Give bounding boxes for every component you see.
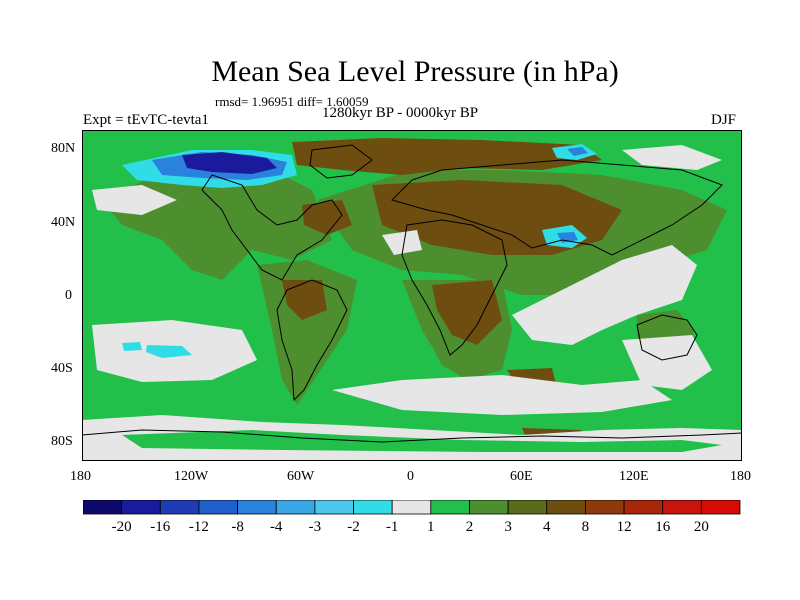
anomaly-arctic-siberia-core bbox=[567, 147, 588, 156]
green-south-atlantic bbox=[377, 345, 442, 380]
colorbar-label: 20 bbox=[693, 519, 709, 535]
period-label: 1280kyr BP - 0000kyr BP bbox=[322, 105, 479, 121]
colorbar-box-16 bbox=[700, 500, 741, 515]
grey-southern-indian bbox=[332, 375, 672, 415]
dark-green-south-america bbox=[257, 260, 357, 405]
map-frame bbox=[82, 130, 742, 461]
x-tick-60e: 60E bbox=[510, 469, 533, 484]
colorbar-label: 1 bbox=[427, 519, 435, 535]
brown-north-atlantic bbox=[302, 200, 352, 235]
y-tick-0: 0 bbox=[65, 288, 72, 303]
season-label: DJF bbox=[711, 112, 737, 128]
coastlines bbox=[82, 144, 742, 443]
colorbar-label: 3 bbox=[504, 519, 512, 535]
y-tick-80n: 80N bbox=[51, 141, 76, 156]
colorbar-box-7 bbox=[353, 500, 393, 515]
colorbar-box-6 bbox=[314, 500, 354, 515]
brown-africa bbox=[432, 280, 502, 345]
colorbar-box-2 bbox=[159, 500, 200, 515]
colorbar-box-0 bbox=[83, 500, 123, 515]
colorbar-label: 2 bbox=[465, 519, 474, 535]
colorbar-label: -12 bbox=[188, 519, 209, 535]
grey-indian-pacific bbox=[512, 245, 697, 345]
colorbar-label: 12 bbox=[616, 519, 632, 535]
colorbar-label: 8 bbox=[581, 519, 590, 535]
colorbar-box-10 bbox=[469, 500, 509, 515]
x-tick-120e: 120E bbox=[619, 469, 649, 484]
colorbar-label: 16 bbox=[655, 519, 671, 535]
colorbar-label: 4 bbox=[543, 519, 551, 535]
anomaly-greenland-core bbox=[182, 152, 277, 174]
rmsd-diff-label: rmsd= 1.96951 diff= 1.60059 bbox=[215, 94, 369, 109]
colorbar-box-9 bbox=[430, 500, 470, 515]
coast-antarctica bbox=[82, 429, 742, 443]
colorbar-box-4 bbox=[237, 500, 277, 515]
x-tick-0: 0 bbox=[407, 469, 414, 484]
pressure-map bbox=[82, 130, 742, 461]
grey-north-europe bbox=[622, 145, 722, 170]
coast-greenland bbox=[309, 144, 373, 179]
grey-west-pacific-south bbox=[622, 335, 712, 390]
colorbar-box-14 bbox=[623, 500, 664, 515]
x-tick-180e: 180 bbox=[730, 469, 751, 484]
colorbar-label: -20 bbox=[111, 519, 132, 535]
x-tick-180w: 180 bbox=[70, 469, 91, 484]
anomaly-south-pacific-a bbox=[122, 342, 142, 351]
colorbar-box-12 bbox=[546, 500, 586, 515]
y-tick-80s: 80S bbox=[51, 434, 73, 449]
y-tick-40s: 40S bbox=[51, 361, 73, 376]
colorbar-label: -2 bbox=[347, 519, 360, 535]
colorbar-box-1 bbox=[121, 500, 161, 515]
colorbar-box-3 bbox=[198, 500, 238, 515]
coast-europe-asia bbox=[391, 159, 723, 256]
colorbar-box-8 bbox=[391, 500, 432, 515]
colorbar-label: -16 bbox=[150, 519, 171, 535]
experiment-label: Expt = tEvTC-tevta1 bbox=[83, 112, 209, 128]
brown-south-america bbox=[282, 280, 327, 320]
x-tick-120w: 120W bbox=[174, 469, 209, 484]
brown-arctic-band bbox=[292, 138, 602, 175]
colorbar-label: -4 bbox=[269, 519, 283, 535]
colorbar-box-13 bbox=[585, 500, 625, 515]
x-tick-60w: 60W bbox=[287, 469, 315, 484]
y-tick-40n: 40N bbox=[51, 215, 76, 230]
colorbar-box-15 bbox=[662, 500, 702, 515]
coast-australia bbox=[636, 314, 698, 361]
colorbar-box-5 bbox=[275, 500, 316, 515]
grey-atlantic-mid bbox=[382, 230, 422, 255]
coast-africa bbox=[401, 219, 508, 356]
grey-north-pacific bbox=[92, 185, 177, 215]
coast-south-america bbox=[276, 279, 348, 402]
colorbar-label: -1 bbox=[385, 519, 399, 535]
plot-title: Mean Sea Level Pressure (in hPa) bbox=[211, 55, 619, 88]
dark-green-north-america bbox=[102, 160, 332, 280]
coast-north-america bbox=[201, 174, 343, 281]
colorbar-box-11 bbox=[507, 500, 548, 515]
colorbar-label: -3 bbox=[308, 519, 322, 535]
anomaly-south-pacific-b bbox=[146, 345, 192, 358]
colorbar-label: -8 bbox=[231, 519, 244, 535]
colorbar bbox=[83, 500, 741, 515]
